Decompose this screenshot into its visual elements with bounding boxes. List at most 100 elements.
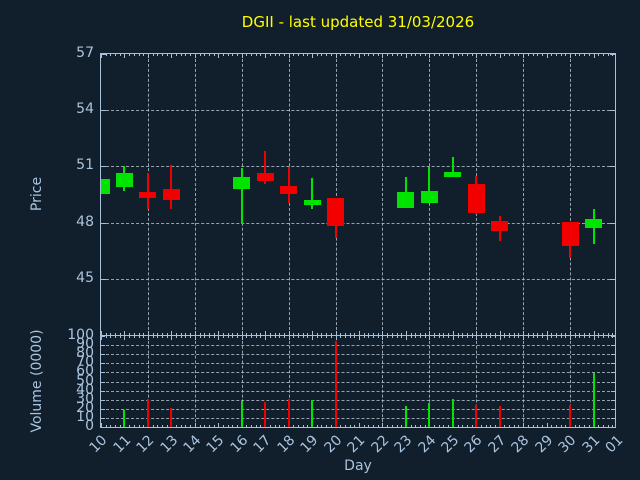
x-minor-tick: [373, 336, 375, 338]
x-major-tick: [359, 54, 360, 58]
x-minor-tick: [222, 333, 224, 335]
x-minor-tick: [227, 333, 229, 335]
volume-horizontal-gridline: [101, 408, 615, 410]
x-minor-tick: [396, 54, 398, 56]
x-minor-tick: [185, 425, 187, 427]
x-minor-tick: [152, 425, 154, 427]
x-minor-tick: [598, 54, 600, 56]
day-tick-label: 13: [157, 432, 181, 457]
volume-tick: [101, 363, 105, 365]
x-minor-tick: [157, 333, 159, 335]
x-minor-tick: [377, 333, 379, 335]
x-minor-tick: [119, 333, 121, 335]
day-tick-label: 30: [555, 432, 580, 457]
chart-title: DGII - last updated 31/03/2026: [241, 13, 475, 31]
x-minor-tick: [513, 54, 515, 56]
x-minor-tick: [204, 336, 206, 338]
x-minor-tick: [298, 425, 300, 427]
x-major-tick: [405, 331, 407, 335]
day-tick-label: 27: [485, 432, 510, 457]
x-minor-tick: [237, 425, 239, 427]
x-major-tick: [382, 331, 384, 335]
price-tick: [610, 222, 615, 224]
volume-bar-day-24: [428, 403, 431, 427]
x-minor-tick: [115, 333, 117, 335]
x-minor-tick: [424, 336, 426, 338]
x-minor-tick: [185, 333, 187, 335]
x-minor-tick: [466, 425, 468, 427]
x-minor-tick: [607, 425, 609, 427]
day-tick-label: 19: [297, 432, 322, 457]
candle-body-day-17: [256, 172, 274, 182]
price-horizontal-gridline: [101, 278, 615, 280]
x-minor-tick: [199, 54, 201, 56]
x-minor-tick: [316, 425, 318, 427]
x-minor-tick: [302, 336, 304, 338]
volume-tick-label: 0: [85, 418, 94, 434]
x-major-tick: [570, 54, 572, 58]
x-minor-tick: [480, 333, 482, 335]
x-major-tick: [101, 54, 102, 58]
x-minor-tick: [232, 336, 234, 338]
x-minor-tick: [176, 336, 178, 338]
x-minor-tick: [279, 425, 281, 427]
x-minor-tick: [157, 425, 159, 427]
volume-bar-day-25: [451, 398, 454, 427]
x-major-tick: [476, 54, 478, 58]
x-minor-tick: [471, 54, 473, 56]
x-minor-tick: [560, 54, 562, 56]
candle-body-day-25: [444, 172, 462, 177]
x-minor-tick: [199, 333, 201, 335]
x-minor-tick: [363, 54, 365, 56]
day-tick-label: 15: [203, 432, 228, 457]
x-minor-tick: [532, 336, 534, 338]
x-minor-tick: [532, 425, 534, 427]
volume-tick: [101, 417, 105, 419]
candle-body-day-18: [280, 186, 298, 195]
x-minor-tick: [251, 336, 253, 338]
x-minor-tick: [176, 425, 178, 427]
x-minor-tick: [251, 425, 253, 427]
x-minor-tick: [607, 54, 609, 56]
x-minor-tick: [438, 425, 440, 427]
x-minor-tick: [274, 336, 276, 338]
x-minor-tick: [222, 54, 224, 56]
x-minor-tick: [354, 336, 356, 338]
x-minor-tick: [448, 54, 450, 56]
price-horizontal-gridline: [101, 166, 615, 168]
x-minor-tick: [119, 425, 121, 427]
volume-tick: [101, 345, 105, 347]
volume-tick: [611, 381, 615, 383]
volume-bar-day-13: [170, 407, 173, 427]
x-minor-tick: [509, 54, 511, 56]
x-minor-tick: [260, 425, 262, 427]
x-minor-tick: [110, 336, 112, 338]
volume-tick-label: 100: [67, 327, 94, 343]
x-minor-tick: [410, 336, 412, 338]
candle-wick-day-13: [170, 165, 173, 210]
x-major-tick: [593, 336, 595, 340]
x-minor-tick: [251, 54, 253, 56]
x-minor-tick: [143, 54, 145, 56]
x-major-tick: [241, 54, 243, 58]
x-minor-tick: [363, 425, 365, 427]
x-minor-tick: [373, 333, 375, 335]
x-minor-tick: [110, 425, 112, 427]
x-minor-tick: [485, 333, 487, 335]
x-minor-tick: [565, 54, 567, 56]
x-major-tick: [124, 54, 126, 58]
x-minor-tick: [185, 336, 187, 338]
x-minor-tick: [551, 336, 553, 338]
x-minor-tick: [537, 425, 539, 427]
x-minor-tick: [556, 333, 558, 335]
x-minor-tick: [133, 333, 135, 335]
x-minor-tick: [612, 336, 614, 338]
x-minor-tick: [434, 333, 436, 335]
x-minor-tick: [602, 425, 604, 427]
price-axis-title: Price: [29, 176, 45, 212]
candle-body-day-10: [101, 178, 110, 195]
candle-body-day-19: [303, 200, 321, 205]
x-major-tick: [499, 331, 501, 335]
x-minor-tick: [157, 54, 159, 56]
